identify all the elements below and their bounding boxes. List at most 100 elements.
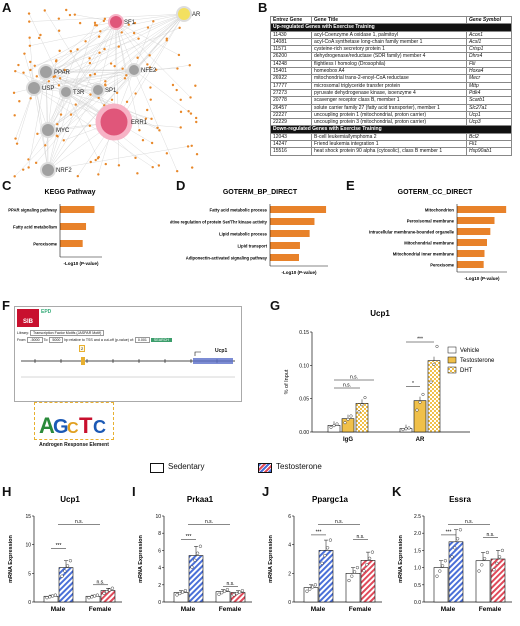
network-target-dot bbox=[110, 98, 114, 101]
network-edge bbox=[45, 18, 106, 73]
data-point bbox=[450, 555, 454, 559]
bar bbox=[270, 218, 315, 225]
network-target-dot bbox=[53, 75, 57, 78]
network-target-dot bbox=[146, 26, 150, 29]
network-target-dot bbox=[190, 166, 194, 169]
network-target-dot bbox=[43, 9, 46, 12]
network-target-dot bbox=[179, 126, 182, 129]
y-tick-label: 6 bbox=[288, 514, 291, 520]
network-target-dot bbox=[89, 160, 92, 164]
cell-entrez: 11571 bbox=[270, 45, 312, 54]
network-graph: SF1 AR PPAR NFE2 USP T3R SP1 MYC ERR1 NRF2 bbox=[12, 6, 201, 178]
network-target-dot bbox=[136, 56, 139, 59]
chart-title: Essra bbox=[449, 495, 471, 504]
network-edge bbox=[47, 69, 135, 171]
library-select[interactable]: Transcription Factor Motifs (JASPAR Moti… bbox=[29, 330, 105, 336]
table-row: 26922 mitochondrial trans-2-enoyl-CoA red… bbox=[270, 74, 512, 83]
y-tick-label: 2 bbox=[288, 571, 291, 577]
network-node-label: MYC bbox=[56, 128, 70, 134]
network-target-dot bbox=[89, 93, 92, 96]
network-target-dot bbox=[194, 84, 197, 87]
network-edge bbox=[47, 22, 96, 171]
data-point bbox=[110, 586, 114, 590]
bar bbox=[58, 567, 74, 603]
data-point bbox=[105, 590, 109, 594]
cell-symbol: Mttp bbox=[466, 81, 512, 90]
cell-entrez: 22229 bbox=[270, 118, 312, 127]
cell-entrez: 26457 bbox=[270, 103, 312, 112]
network-node-label: T3R bbox=[73, 90, 85, 96]
chart-c: KEGG Pathway PPAR signaling pathway Fatty … bbox=[8, 189, 102, 266]
network-target-dot bbox=[89, 73, 92, 77]
bar bbox=[433, 567, 449, 603]
svg-text:G: G bbox=[53, 416, 69, 438]
network-edge bbox=[45, 71, 136, 158]
network-target-dot bbox=[125, 74, 128, 77]
data-point bbox=[401, 428, 405, 432]
bar bbox=[60, 223, 87, 230]
network-node-nfe2 bbox=[127, 63, 141, 77]
panel-label-e: E bbox=[346, 178, 355, 193]
data-point bbox=[367, 556, 372, 560]
network-target-dot bbox=[146, 63, 149, 66]
network-target-dot bbox=[176, 67, 179, 70]
cell-entrez: 12043 bbox=[270, 132, 312, 142]
data-point bbox=[198, 544, 202, 548]
bar bbox=[318, 550, 334, 603]
network-target-dot bbox=[36, 132, 39, 136]
chart-d: GOTERM_BP_DIRECT Fatty acid metabolic pro… bbox=[170, 189, 328, 275]
data-point bbox=[240, 589, 244, 593]
cell-symbol: Ucp1 bbox=[466, 110, 512, 120]
search-button[interactable]: SEARCH bbox=[150, 338, 172, 342]
y-tick-label: 0.0 bbox=[414, 600, 421, 606]
network-edge bbox=[29, 13, 185, 22]
network-target-dot bbox=[189, 96, 192, 99]
network-target-dot bbox=[195, 120, 198, 124]
table-row: 15516 heat shock protein 90 alpha (cytoso… bbox=[270, 147, 512, 156]
network-target-dot bbox=[35, 75, 38, 78]
bar-label: Intracellular membrane-bounded organelle bbox=[369, 230, 455, 235]
table-row: 22229 uncoupling protein 3 (mitochondrial… bbox=[270, 118, 512, 127]
y-tick-label: 10 bbox=[25, 543, 31, 549]
network-target-dot bbox=[165, 39, 168, 42]
network-target-dot bbox=[134, 156, 137, 160]
panel-label-g: G bbox=[270, 298, 281, 313]
gene-name-ucp1: Ucp1 bbox=[215, 348, 228, 354]
network-node-myc bbox=[40, 122, 56, 138]
cell-title: uncoupling protein 3 (mitochondrial, pro… bbox=[311, 118, 467, 127]
from-input[interactable]: -5000 bbox=[27, 337, 43, 343]
col-title: Gene Title bbox=[311, 15, 467, 25]
panel-label-f: F bbox=[2, 298, 10, 313]
legend-swatch bbox=[447, 356, 457, 364]
network-target-dot bbox=[104, 84, 107, 87]
network-target-dot bbox=[194, 116, 198, 120]
data-point bbox=[90, 595, 94, 599]
network-target-dot bbox=[84, 40, 87, 43]
network-node-label: USP bbox=[42, 86, 54, 92]
cell-symbol: Mecr bbox=[466, 74, 512, 83]
network-node-ar bbox=[176, 6, 192, 22]
data-point bbox=[495, 561, 499, 565]
network-edge bbox=[47, 21, 117, 131]
data-point bbox=[313, 583, 317, 587]
bar bbox=[457, 217, 495, 224]
significance-label: n.s. bbox=[486, 532, 494, 538]
cell-symbol: Scarb1 bbox=[466, 96, 512, 105]
network-target-dot bbox=[93, 72, 97, 76]
bar bbox=[457, 206, 507, 213]
network-target-dot bbox=[15, 142, 19, 145]
network-target-dot bbox=[62, 139, 65, 142]
to-input[interactable]: 5000 bbox=[49, 337, 64, 343]
gene-table-container: Entrez Gene Gene Title Gene Symbol Up-re… bbox=[270, 15, 512, 156]
pval-input[interactable]: 0.001 bbox=[134, 337, 150, 343]
network-edge bbox=[133, 21, 154, 71]
range-row: From: -5000 To: 5000 bp relative to TSS … bbox=[17, 337, 172, 343]
network-edge bbox=[45, 71, 158, 128]
data-point bbox=[357, 410, 361, 414]
network-target-dot bbox=[149, 86, 152, 89]
network-target-dot bbox=[88, 61, 92, 65]
svg-text:T: T bbox=[79, 413, 93, 438]
network-target-dot bbox=[186, 145, 190, 148]
data-point bbox=[360, 403, 364, 407]
cell-entrez: 15516 bbox=[270, 147, 312, 156]
